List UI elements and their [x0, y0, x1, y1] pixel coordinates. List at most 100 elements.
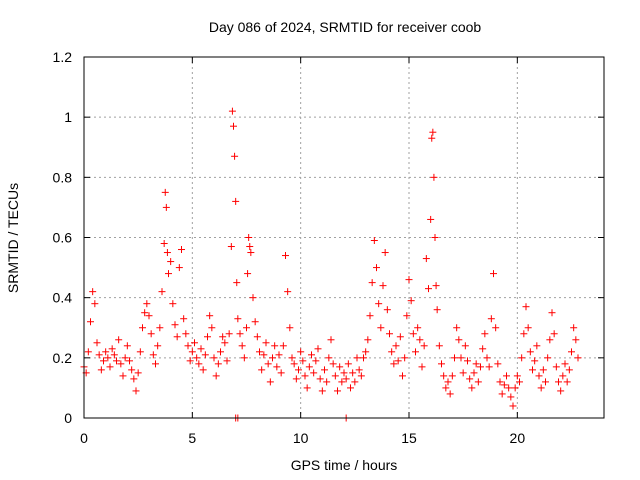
data-point: [169, 300, 177, 308]
data-point: [464, 357, 471, 365]
data-point: [522, 303, 530, 311]
data-point: [344, 360, 352, 368]
data-point: [186, 357, 194, 365]
data-point: [373, 264, 380, 272]
data-point: [227, 243, 235, 251]
data-point: [201, 351, 209, 359]
data-point: [123, 342, 131, 350]
data-point: [355, 366, 363, 374]
data-point: [145, 312, 153, 320]
data-point: [271, 342, 279, 350]
data-point: [468, 384, 476, 392]
data-point: [418, 363, 426, 371]
y-tick-label: 0.4: [53, 290, 73, 306]
data-point: [461, 342, 469, 350]
data-point: [191, 339, 198, 347]
data-point: [500, 381, 508, 389]
data-point: [230, 122, 237, 130]
data-point: [195, 360, 203, 368]
data-point: [303, 384, 311, 392]
data-point: [232, 197, 240, 205]
data-point: [438, 360, 445, 368]
y-tick-label: 0.8: [53, 169, 73, 185]
data-point: [401, 354, 409, 362]
data-point: [405, 276, 413, 284]
data-point: [236, 330, 244, 338]
data-point: [223, 357, 231, 365]
data-point: [128, 366, 136, 374]
data-point: [321, 366, 328, 374]
x-tick-labels: 0 5 10 15 20: [80, 430, 525, 446]
data-point: [228, 107, 236, 115]
data-point: [167, 258, 175, 266]
data-point: [143, 300, 151, 308]
data-point: [106, 363, 114, 371]
data-point: [314, 345, 322, 353]
y-tick-label: 1: [64, 109, 72, 125]
data-point: [141, 309, 149, 317]
data-point: [496, 378, 504, 386]
data-point: [559, 372, 567, 380]
data-point: [498, 390, 506, 398]
data-point: [520, 330, 528, 338]
x-tick-label: 0: [80, 430, 88, 446]
data-point: [433, 306, 441, 314]
data-point: [221, 339, 229, 347]
data-point: [323, 378, 331, 386]
data-point: [93, 339, 101, 347]
y-tick-labels: 0 0.2 0.4 0.6 0.8 1 1.2: [53, 49, 73, 426]
data-point: [210, 354, 218, 362]
data-point: [282, 252, 289, 260]
data-point: [251, 318, 259, 326]
data-point: [453, 324, 461, 332]
data-point: [442, 384, 450, 392]
data-point: [448, 372, 456, 380]
data-point: [490, 270, 497, 278]
data-point: [117, 360, 125, 368]
data-point: [292, 375, 300, 383]
data-point: [275, 351, 283, 359]
data-point: [427, 215, 435, 223]
data-points: [80, 107, 582, 422]
data-point: [531, 357, 539, 365]
data-point: [244, 270, 252, 278]
data-point: [193, 354, 201, 362]
data-point: [451, 354, 458, 362]
data-point: [364, 336, 372, 344]
data-point: [432, 282, 440, 290]
data-point: [305, 363, 313, 371]
data-point: [370, 237, 378, 245]
data-point: [113, 357, 120, 365]
data-point: [247, 249, 255, 257]
data-point: [412, 348, 419, 356]
data-point: [331, 372, 339, 380]
data-point: [516, 378, 523, 386]
data-point: [568, 348, 575, 356]
data-point: [455, 336, 463, 344]
y-tick-label: 1.2: [53, 49, 73, 65]
data-point: [136, 348, 144, 356]
data-point: [347, 384, 354, 392]
data-point: [459, 369, 467, 377]
data-point: [208, 324, 216, 332]
data-point: [470, 369, 478, 377]
data-point: [509, 402, 517, 410]
data-point: [457, 354, 465, 362]
data-point: [108, 345, 116, 353]
x-tick-label: 5: [188, 430, 196, 446]
data-point: [507, 393, 515, 401]
data-point: [409, 330, 417, 338]
data-point: [403, 312, 411, 320]
data-point: [561, 360, 569, 368]
data-point: [206, 312, 214, 320]
data-point: [139, 324, 146, 332]
data-point: [325, 354, 333, 362]
data-point: [233, 279, 241, 287]
data-point: [572, 336, 580, 344]
data-point: [163, 249, 171, 257]
data-point: [115, 336, 123, 344]
data-point: [422, 255, 430, 263]
data-point: [253, 333, 261, 341]
data-point: [266, 378, 274, 386]
